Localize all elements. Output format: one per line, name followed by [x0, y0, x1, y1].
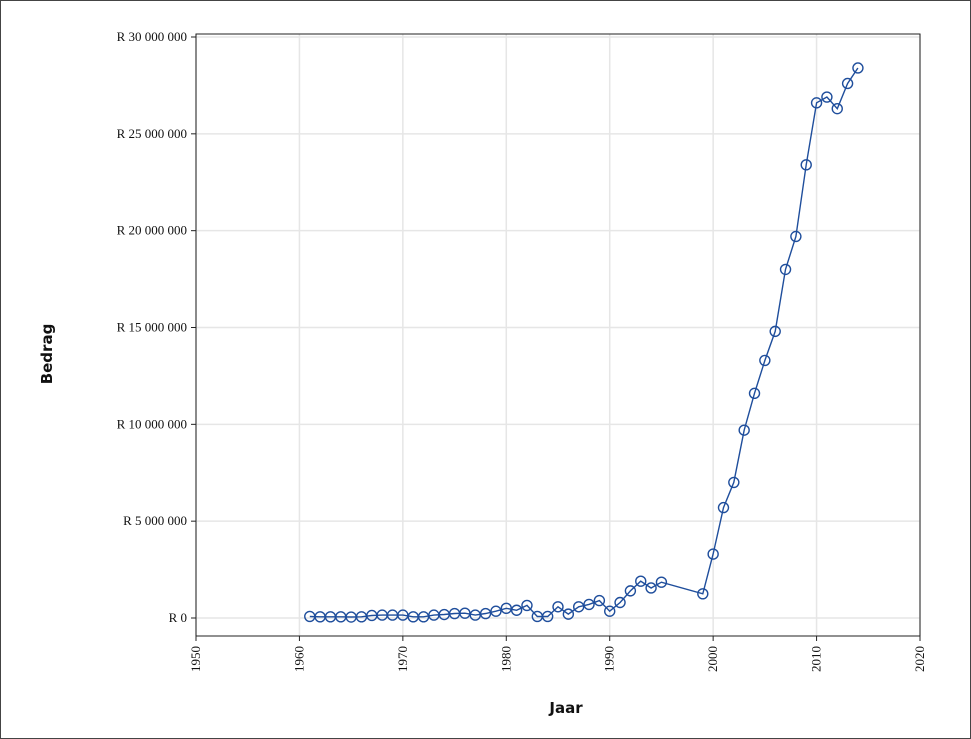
data-point: [645, 582, 657, 594]
x-tick-label: 1980: [498, 646, 513, 672]
data-point: [376, 609, 388, 621]
y-tick-label: R 25 000 000: [117, 126, 187, 141]
data-point: [355, 611, 368, 623]
x-axis-ticks: 1950 1960 1970 1980 1990 2000 2010 2020: [188, 636, 927, 672]
data-point: [521, 599, 533, 612]
data-point: [604, 605, 616, 617]
data-point: [552, 601, 564, 613]
data-point: [717, 501, 730, 514]
data-point: [366, 609, 378, 622]
data-point: [759, 354, 771, 367]
data-point: [635, 575, 647, 587]
data-point: [593, 594, 606, 607]
y-axis-title: Bedrag: [38, 324, 56, 385]
data-point: [748, 387, 761, 400]
y-axis-ticks: R 0 R 5 000 000 R 10 000 000 R 15 000 000 R …: [117, 29, 196, 625]
x-tick-label: 2000: [705, 646, 720, 672]
x-tick-label: 1970: [395, 646, 410, 672]
data-point: [500, 602, 512, 615]
data-point: [335, 611, 347, 623]
data-point: [397, 609, 409, 621]
data-point: [541, 610, 554, 623]
plot-area-border: [195, 33, 921, 637]
data-point: [614, 596, 626, 609]
data-point: [841, 77, 854, 90]
data-point: [407, 611, 419, 623]
data-point: [490, 605, 502, 617]
data-point: [624, 585, 637, 597]
data-point: [324, 611, 337, 623]
x-axis-title: Jaar: [548, 699, 583, 717]
x-tick-label: 1990: [602, 646, 617, 672]
y-tick-label: R 5 000 000: [123, 513, 187, 528]
x-tick-label: 2020: [912, 646, 927, 672]
data-point: [386, 609, 399, 621]
data-point: [417, 611, 430, 623]
grid-lines: [195, 34, 921, 636]
data-point: [510, 604, 523, 616]
data-point: [790, 230, 802, 243]
y-tick-label: R 10 000 000: [117, 416, 187, 431]
data-point: [697, 588, 709, 600]
data-point: [738, 424, 750, 436]
data-points: [304, 62, 864, 623]
data-point: [314, 611, 326, 623]
data-point: [810, 97, 823, 109]
data-point: [800, 159, 812, 171]
data-point: [479, 607, 492, 620]
data-point: [707, 548, 719, 560]
x-tick-label: 1950: [188, 646, 203, 672]
data-point: [852, 62, 864, 74]
data-point: [469, 609, 481, 621]
data-point: [448, 607, 461, 620]
data-point: [779, 263, 792, 276]
y-tick-label: R 15 000 000: [117, 320, 187, 335]
series-line: [309, 67, 859, 618]
data-point: [562, 608, 575, 620]
data-point: [728, 476, 740, 489]
data-point: [583, 598, 595, 611]
y-tick-label: R 0: [169, 610, 187, 625]
data-point: [531, 610, 544, 623]
data-point: [459, 607, 471, 619]
data-point: [428, 609, 440, 621]
data-point: [304, 610, 316, 623]
y-tick-label: R 20 000 000: [117, 223, 187, 238]
data-point: [572, 601, 585, 613]
x-tick-label: 2010: [809, 646, 824, 672]
data-point: [345, 611, 357, 623]
x-tick-label: 1960: [291, 646, 306, 672]
y-tick-label: R 30 000 000: [117, 29, 187, 44]
data-point: [821, 91, 833, 103]
data-point: [655, 576, 668, 588]
data-point: [769, 325, 781, 338]
data-point: [438, 608, 450, 621]
data-point: [831, 102, 843, 115]
